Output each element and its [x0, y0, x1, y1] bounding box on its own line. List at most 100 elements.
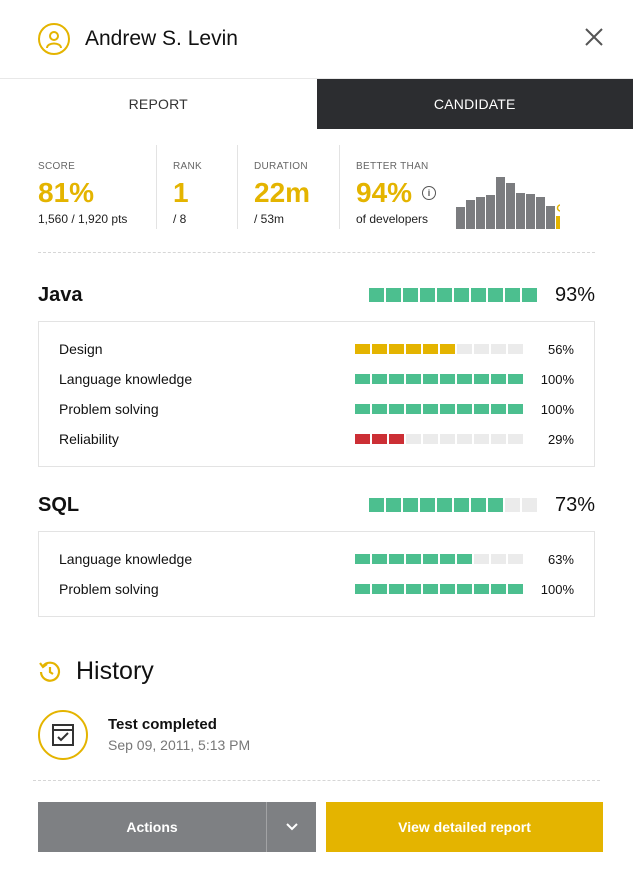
skill-item-row: Language knowledge 100% — [39, 364, 594, 394]
bar-segment — [372, 584, 387, 594]
bar-segment — [369, 288, 384, 302]
bar-segment — [488, 498, 503, 512]
actions-button-group: Actions — [38, 802, 316, 852]
histogram-chart — [456, 177, 565, 229]
bar-segment — [474, 434, 489, 444]
bar-segment — [457, 344, 472, 354]
bar-segment — [355, 344, 370, 354]
bar-segment — [372, 374, 387, 384]
candidate-name: Andrew S. Levin — [85, 27, 238, 50]
histogram-bar — [496, 177, 505, 229]
histogram-bar — [466, 200, 475, 229]
bar-segment — [406, 404, 421, 414]
view-detailed-report-button[interactable]: View detailed report — [326, 802, 603, 852]
stat-value: 81% — [38, 177, 95, 208]
stat-label: SCORE — [38, 161, 76, 172]
histogram-bar — [536, 197, 545, 229]
skill-name: SQL — [38, 493, 80, 516]
skill-item-row: Reliability 29% — [39, 424, 594, 454]
skill-item-label: Design — [59, 341, 103, 357]
history-entry: Test completed Sep 09, 2011, 5:13 PM — [38, 710, 595, 770]
info-icon[interactable]: i — [422, 186, 437, 200]
bar-segment — [389, 434, 404, 444]
stat-sub: of developers — [356, 212, 429, 226]
score-bar — [355, 584, 523, 594]
stat-sub: / 53m — [254, 212, 285, 226]
bar-segment — [505, 498, 520, 512]
skill-item-row: Problem solving 100% — [39, 574, 594, 604]
bar-segment — [474, 344, 489, 354]
skill-group: SQL 73% Language knowledge 63% Problem solvi… — [0, 485, 633, 617]
bar-segment — [420, 498, 435, 512]
skill-breakdown: Language knowledge 63% Problem solving 100% — [38, 531, 595, 617]
tab-candidate[interactable]: CANDIDATE — [316, 79, 633, 129]
bar-segment — [372, 344, 387, 354]
bar-segment — [457, 584, 472, 594]
histogram-bar — [546, 206, 555, 229]
score-bar — [355, 344, 523, 354]
bar-segment — [389, 344, 404, 354]
skills-section: Java 93% Design 56% Language knowledge 100% Pr… — [0, 275, 633, 617]
bar-segment — [423, 584, 438, 594]
bar-segment — [491, 404, 506, 414]
divider — [33, 780, 600, 781]
skill-header: Java 93% — [38, 275, 595, 315]
user-icon — [38, 23, 70, 55]
stat-score: SCORE 81% 1,560 / 1,920 pts — [38, 145, 156, 229]
bar-segment — [440, 584, 455, 594]
bar-segment — [423, 554, 438, 564]
bar-segment — [389, 554, 404, 564]
skill-percent: 73% — [554, 493, 595, 516]
tab-report[interactable]: REPORT — [0, 79, 317, 129]
skill-item-percent: 63% — [547, 551, 574, 567]
bar-segment — [423, 404, 438, 414]
bar-segment — [355, 434, 370, 444]
histogram-bar — [456, 207, 465, 229]
score-bar — [355, 404, 523, 414]
history-header: History — [38, 657, 595, 686]
bar-segment — [437, 498, 452, 512]
bar-segment — [406, 434, 421, 444]
stat-rank: RANK 1 / 8 — [173, 145, 237, 229]
stat-duration: DURATION 22m / 53m — [254, 145, 339, 229]
bar-segment — [491, 434, 506, 444]
bar-segment — [488, 288, 503, 302]
skill-item-percent: 100% — [540, 401, 574, 417]
bar-segment — [474, 584, 489, 594]
skill-breakdown: Design 56% Language knowledge 100% Problem s… — [38, 321, 595, 467]
score-bar — [369, 498, 537, 512]
skill-item-label: Problem solving — [59, 581, 159, 597]
bar-segment — [386, 498, 401, 512]
stat-sub: 1,560 / 1,920 pts — [38, 212, 128, 226]
bar-segment — [457, 374, 472, 384]
bar-segment — [372, 434, 387, 444]
bar-segment — [508, 584, 523, 594]
bar-segment — [440, 554, 455, 564]
bar-segment — [454, 288, 469, 302]
bar-segment — [491, 374, 506, 384]
actions-button[interactable]: Actions — [126, 819, 178, 835]
percentile-histogram — [456, 145, 565, 229]
bar-segment — [454, 498, 469, 512]
bar-segment — [389, 584, 404, 594]
history-section: History Test completed Sep 09, 2011, 5:1… — [38, 657, 595, 770]
histogram-candidate-bar — [556, 216, 565, 229]
stat-value: 94% — [356, 177, 413, 208]
skill-item-row: Language knowledge 63% — [39, 544, 594, 574]
bar-segment — [389, 404, 404, 414]
close-icon[interactable] — [583, 26, 605, 48]
history-entry-text: Test completed Sep 09, 2011, 5:13 PM — [108, 710, 250, 770]
bar-segment — [372, 404, 387, 414]
bar-segment — [491, 344, 506, 354]
bar-segment — [423, 374, 438, 384]
stat-value-wrap: 94% i — [356, 179, 456, 207]
bar-segment — [372, 554, 387, 564]
stat-value: 22m — [254, 177, 311, 208]
bar-segment — [457, 404, 472, 414]
bar-segment — [403, 288, 418, 302]
skill-item-row: Problem solving 100% — [39, 394, 594, 424]
score-bar — [369, 288, 537, 302]
bar-segment — [508, 404, 523, 414]
skill-percent: 93% — [554, 283, 595, 306]
chevron-down-icon[interactable] — [266, 802, 316, 852]
